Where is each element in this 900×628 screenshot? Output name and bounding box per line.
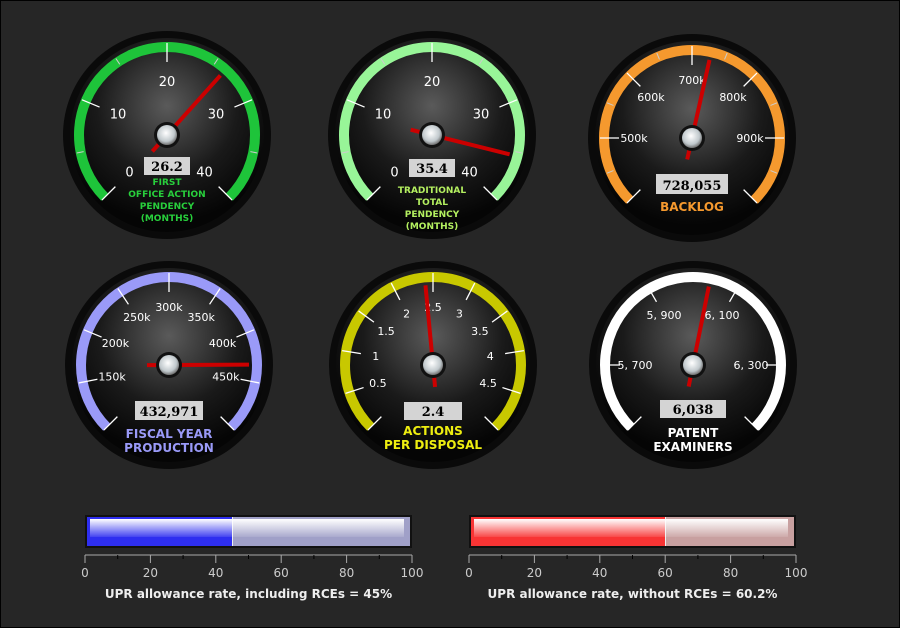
progress-caption: UPR allowance rate, without RCEs = 60.2% xyxy=(469,587,796,601)
gauge-title: EXAMINERS xyxy=(653,440,732,454)
gauge-title: BACKLOG xyxy=(660,200,724,214)
axis-label: 40 xyxy=(592,566,607,580)
tick-label: 6, 100 xyxy=(705,309,740,322)
progress-axis: 0 20 40 60 80 100 xyxy=(454,551,811,581)
axis-label: 40 xyxy=(208,566,223,580)
gauge-title: FISCAL YEAR xyxy=(126,427,213,441)
tick-label: 200k xyxy=(102,337,130,350)
tick-label: 5, 700 xyxy=(618,359,653,372)
axis-label: 60 xyxy=(658,566,673,580)
tick-label: 4 xyxy=(487,350,494,363)
tick-label: 1 xyxy=(372,350,379,363)
gauge-title: (MONTHS) xyxy=(141,214,194,224)
value-text: 728,055 xyxy=(663,179,722,194)
value-text: 26.2 xyxy=(151,160,183,175)
axis-label: 100 xyxy=(785,566,808,580)
axis-label: 80 xyxy=(723,566,738,580)
tick-label: 3 xyxy=(456,307,463,320)
tick-label: 500k xyxy=(620,132,648,145)
tick-label: 0 xyxy=(125,165,133,180)
gauge-title: PER DISPOSAL xyxy=(384,438,482,452)
gauge-title: FIRST xyxy=(152,178,182,188)
axis-label: 100 xyxy=(401,566,424,580)
gauge-fiscal-year-production: 150k 200k 250k 300k 350k 400k 450k 432,971 FISCA… xyxy=(65,261,273,469)
gauge-title: (MONTHS) xyxy=(406,222,459,232)
gauge-title: PENDENCY xyxy=(140,202,195,212)
tick-label: 600k xyxy=(637,91,665,104)
gauge-title: PATENT xyxy=(668,426,719,440)
tick-label: 900k xyxy=(736,132,764,145)
tick-label: 400k xyxy=(209,337,237,350)
tick-label: 3.5 xyxy=(471,325,489,338)
hub xyxy=(157,125,177,145)
gauge-title: PRODUCTION xyxy=(124,441,214,455)
tick-label: 10 xyxy=(110,108,127,123)
tick-label: 30 xyxy=(473,108,490,123)
tick-label: 0.5 xyxy=(369,377,387,390)
tick-label: 0 xyxy=(390,165,398,180)
progress-track xyxy=(85,515,412,548)
axis-label: 20 xyxy=(143,566,158,580)
axis-label: 80 xyxy=(339,566,354,580)
axis-label: 60 xyxy=(274,566,289,580)
gauge-patent-examiners: 5, 700 5, 900 6, 100 6, 300 6,038 PATENTEXAMI… xyxy=(589,261,797,469)
tick-label: 30 xyxy=(208,108,225,123)
tick-label: 40 xyxy=(461,165,478,180)
axis-label: 20 xyxy=(527,566,542,580)
hub xyxy=(682,128,702,148)
axis-label: 0 xyxy=(81,566,89,580)
tick-label: 150k xyxy=(98,370,126,383)
tick-label: 350k xyxy=(188,311,216,324)
value-text: 6,038 xyxy=(673,403,714,418)
gauge-first-office-action-pendency: 0 10 20 30 40 26.2 FIRST OFFICE ACTION PENDENCY (… xyxy=(63,31,271,239)
gauge-actions-per-disposal: 0.511.522.533.544.52.4ACTIONSPER DISPOSA… xyxy=(329,261,537,469)
tick-label: 450k xyxy=(212,370,240,383)
tick-label: 5, 900 xyxy=(647,309,682,322)
progress-gloss xyxy=(474,519,788,537)
gauge-title: TRADITIONAL xyxy=(398,186,466,196)
tick-label: 4.5 xyxy=(479,377,497,390)
hub xyxy=(159,355,179,375)
progress-caption: UPR allowance rate, including RCEs = 45% xyxy=(85,587,412,601)
gauge-title: OFFICE ACTION xyxy=(128,190,205,200)
tick-label: 10 xyxy=(375,108,392,123)
tick-label: 250k xyxy=(123,311,151,324)
progress-gloss xyxy=(90,519,404,537)
tick-label: 20 xyxy=(159,75,176,90)
progress-axis: 0 20 40 60 80 100 xyxy=(70,551,427,581)
tick-label: 40 xyxy=(196,165,213,180)
gauge-title: PENDENCY xyxy=(405,210,460,220)
axis-label: 0 xyxy=(465,566,473,580)
tick-label: 6, 300 xyxy=(734,359,769,372)
value-text: 2.4 xyxy=(422,405,445,420)
value-text: 432,971 xyxy=(140,405,199,420)
gauge-backlog: 500k600k700k800k900k728,055BACKLOG xyxy=(588,34,796,242)
gauge-title: ACTIONS xyxy=(403,424,463,438)
progress-track xyxy=(469,515,796,548)
value-text: 35.4 xyxy=(416,162,448,177)
tick-label: 300k xyxy=(155,301,183,314)
gauge-title: TOTAL xyxy=(416,198,448,208)
hub xyxy=(683,355,703,375)
hub xyxy=(422,125,442,145)
tick-label: 2 xyxy=(403,307,410,320)
dashboard: 01020304026.2FIRSTOFFICE ACTIONPENDENCY(… xyxy=(0,0,900,628)
tick-label: 800k xyxy=(719,91,747,104)
hub xyxy=(423,355,443,375)
tick-label: 1.5 xyxy=(377,325,395,338)
tick-label: 20 xyxy=(424,75,441,90)
gauge-traditional-total-pendency: 0 10 20 30 40 35.4 TRADITIONAL TOTAL PENDENCY (MO… xyxy=(328,31,536,239)
